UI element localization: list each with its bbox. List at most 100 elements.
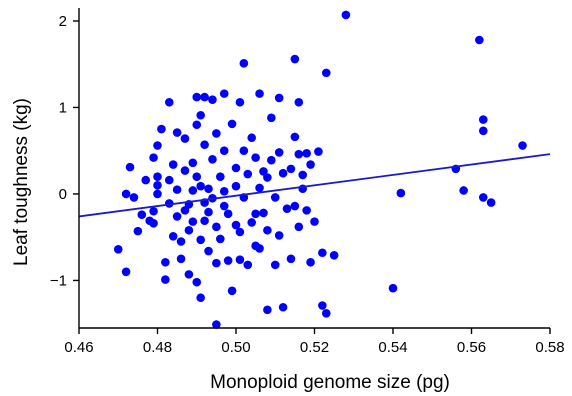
data-point bbox=[286, 164, 296, 174]
data-point bbox=[200, 140, 209, 149]
data-point bbox=[267, 155, 276, 165]
data-point bbox=[153, 180, 162, 190]
data-point bbox=[164, 97, 174, 107]
data-point bbox=[518, 141, 527, 150]
data-point bbox=[302, 148, 311, 158]
data-point bbox=[204, 207, 213, 217]
data-point bbox=[184, 270, 194, 279]
data-point bbox=[196, 110, 205, 120]
data-point bbox=[212, 320, 221, 329]
data-point bbox=[251, 153, 260, 162]
data-point bbox=[486, 198, 496, 207]
data-point bbox=[318, 248, 327, 258]
data-point bbox=[290, 201, 300, 211]
data-point bbox=[164, 175, 174, 185]
data-point bbox=[294, 97, 304, 107]
data-point bbox=[478, 115, 488, 124]
data-point bbox=[255, 183, 264, 193]
data-point bbox=[192, 120, 202, 130]
data-point bbox=[243, 260, 253, 270]
data-point bbox=[302, 206, 311, 215]
data-point bbox=[196, 181, 205, 191]
data-point bbox=[149, 153, 158, 162]
data-point bbox=[161, 275, 170, 284]
data-point bbox=[290, 54, 300, 64]
data-point bbox=[231, 163, 241, 173]
data-point bbox=[219, 89, 229, 98]
data-point bbox=[321, 68, 331, 78]
data-point bbox=[176, 254, 186, 264]
data-point bbox=[188, 217, 198, 226]
data-point bbox=[227, 119, 237, 129]
data-point bbox=[388, 283, 398, 293]
x-tick-label: 0.58 bbox=[535, 339, 564, 356]
data-point bbox=[219, 187, 229, 196]
data-point bbox=[251, 209, 260, 219]
data-point bbox=[180, 134, 190, 143]
data-point bbox=[137, 210, 147, 220]
data-point bbox=[329, 251, 339, 260]
data-point bbox=[161, 257, 170, 267]
data-point bbox=[263, 173, 272, 182]
data-point bbox=[321, 308, 331, 318]
data-point bbox=[180, 166, 190, 175]
data-point bbox=[208, 95, 217, 104]
data-point bbox=[153, 141, 162, 150]
data-point bbox=[192, 172, 202, 181]
data-point bbox=[172, 185, 182, 194]
x-ticks: 0.46 0.48 0.50 0.52 0.54 0.56 0.58 bbox=[64, 328, 565, 356]
data-point bbox=[239, 146, 249, 156]
data-point bbox=[133, 226, 143, 236]
data-point bbox=[219, 146, 229, 156]
data-point bbox=[216, 172, 225, 181]
data-point bbox=[274, 93, 284, 103]
data-point bbox=[200, 216, 209, 226]
data-point bbox=[172, 128, 182, 137]
data-point bbox=[282, 204, 292, 213]
x-tick-label: 0.52 bbox=[300, 339, 329, 356]
data-point bbox=[204, 246, 213, 256]
data-point bbox=[231, 181, 241, 191]
data-point bbox=[255, 244, 264, 253]
data-point bbox=[113, 244, 123, 254]
data-point bbox=[318, 301, 327, 310]
data-point bbox=[259, 208, 268, 218]
data-point bbox=[278, 302, 288, 312]
trend-line bbox=[78, 153, 551, 218]
data-point bbox=[263, 225, 272, 235]
data-point bbox=[247, 218, 256, 227]
data-point bbox=[314, 147, 323, 156]
data-point bbox=[153, 172, 162, 181]
data-point bbox=[475, 35, 484, 45]
data-point bbox=[168, 160, 178, 169]
y-tick-label: −1 bbox=[50, 272, 67, 289]
data-point bbox=[231, 220, 241, 230]
data-point bbox=[121, 189, 131, 199]
data-point bbox=[274, 231, 284, 240]
data-point bbox=[298, 170, 308, 180]
data-point bbox=[270, 260, 280, 270]
data-point bbox=[310, 217, 319, 226]
data-point bbox=[306, 160, 315, 169]
data-point bbox=[263, 305, 272, 315]
data-point bbox=[196, 235, 205, 245]
data-point bbox=[188, 158, 198, 168]
data-point bbox=[255, 89, 264, 98]
data-point bbox=[153, 189, 162, 199]
x-tick-label: 0.54 bbox=[378, 339, 407, 356]
data-point bbox=[306, 257, 315, 267]
data-point bbox=[247, 133, 256, 143]
data-point bbox=[200, 92, 209, 102]
y-axis-label: Leaf toughness (kg) bbox=[11, 98, 32, 266]
data-point bbox=[157, 124, 166, 134]
axes bbox=[78, 8, 550, 329]
y-tick-label: 2 bbox=[59, 13, 67, 30]
data-point bbox=[219, 201, 229, 211]
data-point bbox=[459, 186, 468, 195]
data-point bbox=[223, 209, 233, 219]
y-ticks: −1 0 1 2 bbox=[50, 13, 79, 289]
data-point bbox=[478, 126, 488, 136]
data-point bbox=[235, 255, 245, 264]
data-point bbox=[270, 193, 280, 202]
data-point bbox=[290, 132, 300, 142]
